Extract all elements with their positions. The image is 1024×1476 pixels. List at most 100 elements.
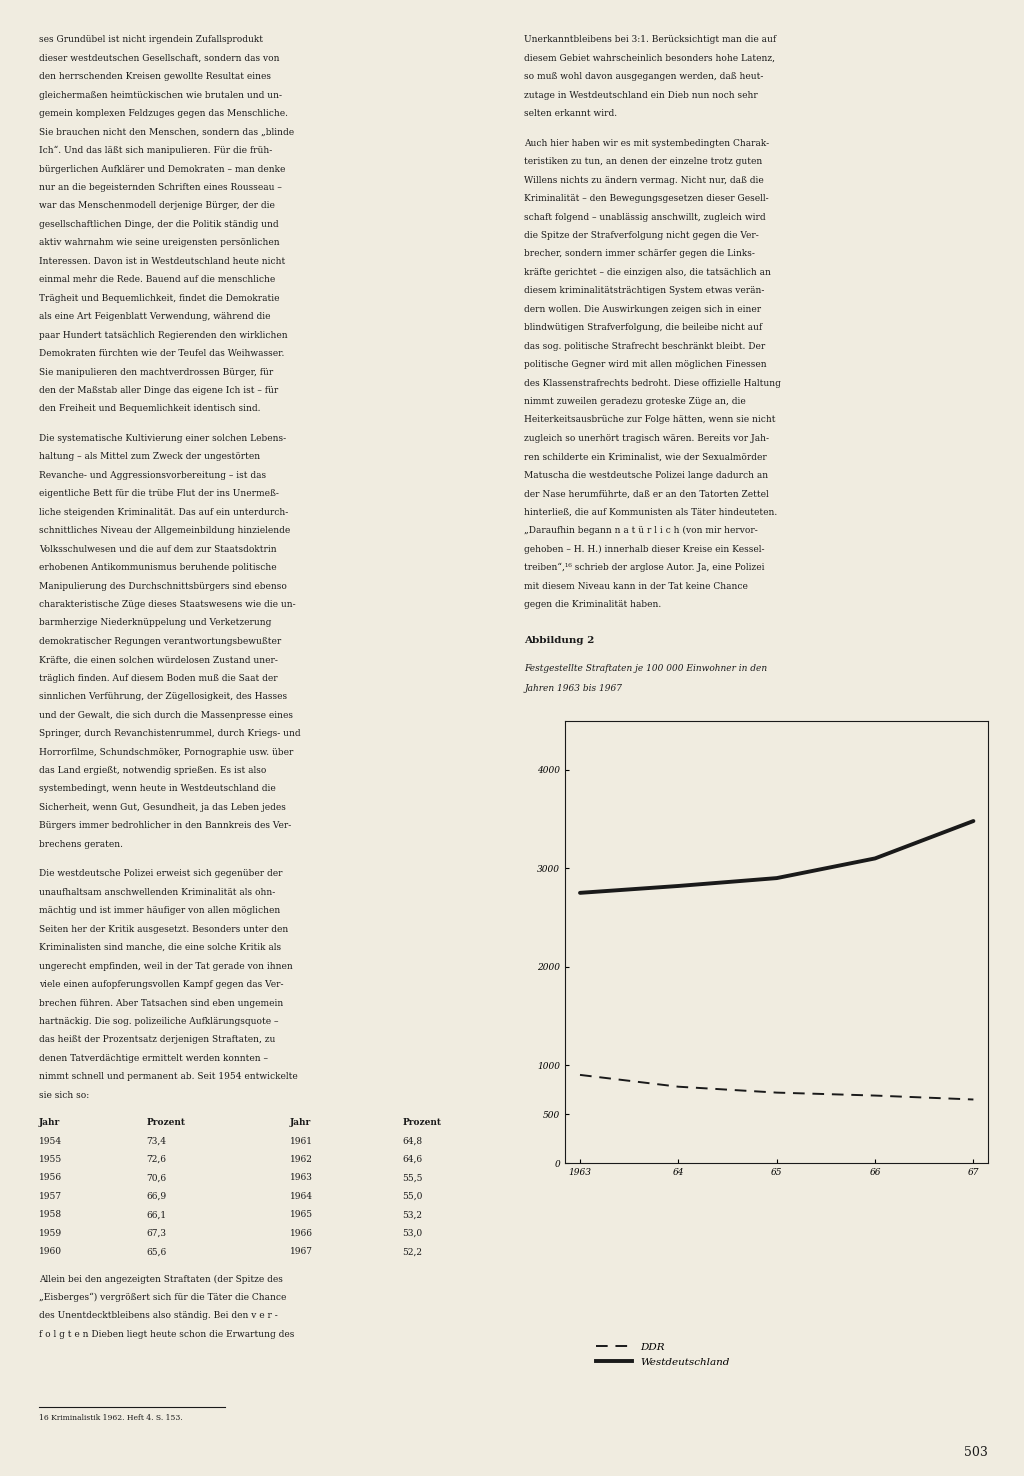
Text: 66,1: 66,1 [146,1210,167,1219]
Text: diesem kriminalitätsträchtigen System etwas verän-: diesem kriminalitätsträchtigen System et… [524,286,765,295]
Text: gehoben – H. H.) innerhalb dieser Kreise ein Kessel-: gehoben – H. H.) innerhalb dieser Kreise… [524,545,765,554]
Text: barmherzige Niederknüppelung und Verketzerung: barmherzige Niederknüppelung und Verketz… [39,618,271,627]
Text: 64,8: 64,8 [402,1137,423,1145]
Text: der Nase herumführte, daß er an den Tatorten Zettel: der Nase herumführte, daß er an den Tato… [524,489,769,499]
Text: den herrschenden Kreisen gewollte Resultat eines: den herrschenden Kreisen gewollte Result… [39,72,271,81]
Text: brechens geraten.: brechens geraten. [39,840,123,849]
Text: 1965: 1965 [290,1210,313,1219]
Text: Jahr: Jahr [39,1117,60,1128]
Text: f o l g t e n Dieben liegt heute schon die Erwartung des: f o l g t e n Dieben liegt heute schon d… [39,1330,294,1339]
Text: dieser westdeutschen Gesellschaft, sondern das von: dieser westdeutschen Gesellschaft, sonde… [39,53,280,63]
Text: Abbildung 2: Abbildung 2 [524,636,595,645]
Text: Demokraten fürchten wie der Teufel das Weihwasser.: Demokraten fürchten wie der Teufel das W… [39,348,285,359]
Text: Volksschulwesen und die auf dem zur Staatsdoktrin: Volksschulwesen und die auf dem zur Staa… [39,545,276,554]
Text: 64,6: 64,6 [402,1154,423,1165]
Text: mächtig und ist immer häufiger von allen möglichen: mächtig und ist immer häufiger von allen… [39,906,281,915]
Text: Matuscha die westdeutsche Polizei lange dadurch an: Matuscha die westdeutsche Polizei lange … [524,471,768,480]
Text: aktiv wahrnahm wie seine ureigensten persönlichen: aktiv wahrnahm wie seine ureigensten per… [39,238,280,248]
Text: 67,3: 67,3 [146,1228,167,1238]
Text: ses Grundübel ist nicht irgendein Zufallsprodukt: ses Grundübel ist nicht irgendein Zufall… [39,35,263,44]
Text: Unerkanntbleibens bei 3:1. Berücksichtigt man die auf: Unerkanntbleibens bei 3:1. Berücksichtig… [524,35,776,44]
Text: 65,6: 65,6 [146,1247,167,1256]
Text: nur an die begeisternden Schriften eines Rousseau –: nur an die begeisternden Schriften eines… [39,183,282,192]
Text: haltung – als Mittel zum Zweck der ungestörten: haltung – als Mittel zum Zweck der unges… [39,452,260,462]
Text: demokratischer Regungen verantwortungsbewußter: demokratischer Regungen verantwortungsbe… [39,636,282,646]
Text: charakteristische Züge dieses Staatswesens wie die un-: charakteristische Züge dieses Staatswese… [39,599,296,610]
Text: paar Hundert tatsächlich Regierenden den wirklichen: paar Hundert tatsächlich Regierenden den… [39,331,288,339]
Text: ren schilderte ein Kriminalist, wie der Sexualmörder: ren schilderte ein Kriminalist, wie der … [524,452,767,462]
Text: 1959: 1959 [39,1228,62,1238]
Text: Trägheit und Bequemlichkeit, findet die Demokratie: Trägheit und Bequemlichkeit, findet die … [39,294,280,303]
Text: kräfte gerichtet – die einzigen also, die tatsächlich an: kräfte gerichtet – die einzigen also, di… [524,267,771,277]
Text: „Daraufhin begann n a t ü r l i c h (von mir hervor-: „Daraufhin begann n a t ü r l i c h (von… [524,525,758,536]
Text: hinterließ, die auf Kommunisten als Täter hindeuteten.: hinterließ, die auf Kommunisten als Täte… [524,508,777,517]
Text: Springer, durch Revanchistenrummel, durch Kriegs- und: Springer, durch Revanchistenrummel, durc… [39,729,300,738]
Text: ungerecht empfinden, weil in der Tat gerade von ihnen: ungerecht empfinden, weil in der Tat ger… [39,961,293,971]
Text: nimmt zuweilen geradezu groteske Züge an, die: nimmt zuweilen geradezu groteske Züge an… [524,397,746,406]
Text: 66,9: 66,9 [146,1191,167,1201]
Legend: DDR, Westdeutschland: DDR, Westdeutschland [592,1339,734,1371]
Text: 1960: 1960 [39,1247,61,1256]
Text: Die westdeutsche Polizei erweist sich gegenüber der: Die westdeutsche Polizei erweist sich ge… [39,869,283,878]
Text: 1957: 1957 [39,1191,62,1201]
Text: Seiten her der Kritik ausgesetzt. Besonders unter den: Seiten her der Kritik ausgesetzt. Besond… [39,924,288,934]
Text: 16 Kriminalistik 1962. Heft 4. S. 153.: 16 Kriminalistik 1962. Heft 4. S. 153. [39,1414,182,1421]
Text: Allein bei den angezeigten Straftaten (der Spitze des: Allein bei den angezeigten Straftaten (d… [39,1274,283,1284]
Text: brecher, sondern immer schärfer gegen die Links-: brecher, sondern immer schärfer gegen di… [524,249,755,258]
Text: die Spitze der Strafverfolgung nicht gegen die Ver-: die Spitze der Strafverfolgung nicht geg… [524,230,759,241]
Text: 1967: 1967 [290,1247,312,1256]
Text: Auch hier haben wir es mit systembedingten Charak-: Auch hier haben wir es mit systembedingt… [524,139,769,148]
Text: Kräfte, die einen solchen würdelosen Zustand uner-: Kräfte, die einen solchen würdelosen Zus… [39,655,278,664]
Text: Kriminalität – den Bewegungsgesetzen dieser Gesell-: Kriminalität – den Bewegungsgesetzen die… [524,193,769,204]
Text: als eine Art Feigenblatt Verwendung, während die: als eine Art Feigenblatt Verwendung, wäh… [39,311,270,322]
Text: Bürgers immer bedrohlicher in den Bannkreis des Ver-: Bürgers immer bedrohlicher in den Bannkr… [39,821,291,831]
Text: den der Maßstab aller Dinge das eigene Ich ist – für: den der Maßstab aller Dinge das eigene I… [39,385,279,396]
Text: und der Gewalt, die sich durch die Massenpresse eines: und der Gewalt, die sich durch die Masse… [39,710,293,720]
Text: gleichermaßen heimtückischen wie brutalen und un-: gleichermaßen heimtückischen wie brutale… [39,90,282,100]
Text: 72,6: 72,6 [146,1154,167,1165]
Text: Kriminalisten sind manche, die eine solche Kritik als: Kriminalisten sind manche, die eine solc… [39,943,281,952]
Text: 1961: 1961 [290,1137,312,1145]
Text: 55,5: 55,5 [402,1173,423,1182]
Text: Heiterkeitsausbrüche zur Folge hätten, wenn sie nicht: Heiterkeitsausbrüche zur Folge hätten, w… [524,415,776,425]
Text: 55,0: 55,0 [402,1191,423,1201]
Text: mit diesem Niveau kann in der Tat keine Chance: mit diesem Niveau kann in der Tat keine … [524,582,749,590]
Text: Prozent: Prozent [402,1117,441,1128]
Text: 503: 503 [965,1446,988,1460]
Text: zutage in Westdeutschland ein Dieb nun noch sehr: zutage in Westdeutschland ein Dieb nun n… [524,90,758,100]
Text: denen Tatverdächtige ermittelt werden konnten –: denen Tatverdächtige ermittelt werden ko… [39,1054,268,1063]
Text: systembedingt, wenn heute in Westdeutschland die: systembedingt, wenn heute in Westdeutsch… [39,784,275,794]
Text: Willens nichts zu ändern vermag. Nicht nur, daß die: Willens nichts zu ändern vermag. Nicht n… [524,176,764,184]
Text: Sie manipulieren den machtverdrossen Bürger, für: Sie manipulieren den machtverdrossen Bür… [39,368,273,376]
Text: 52,2: 52,2 [402,1247,423,1256]
Text: Revanche- und Aggressionsvorbereitung – ist das: Revanche- und Aggressionsvorbereitung – … [39,471,266,480]
Text: bürgerlichen Aufklärer und Demokraten – man denke: bürgerlichen Aufklärer und Demokraten – … [39,164,286,174]
Text: „Eisberges“) vergrößert sich für die Täter die Chance: „Eisberges“) vergrößert sich für die Tät… [39,1293,287,1302]
Text: 73,4: 73,4 [146,1137,167,1145]
Text: gesellschaftlichen Dinge, der die Politik ständig und: gesellschaftlichen Dinge, der die Politi… [39,220,279,229]
Text: 1962: 1962 [290,1154,312,1165]
Text: 1964: 1964 [290,1191,312,1201]
Text: liche steigenden Kriminalität. Das auf ein unterdurch-: liche steigenden Kriminalität. Das auf e… [39,508,288,517]
Text: 1963: 1963 [290,1173,312,1182]
Text: Horrorfilme, Schundschmöker, Pornographie usw. über: Horrorfilme, Schundschmöker, Pornographi… [39,747,293,757]
Text: treiben“,¹⁶ schrieb der arglose Autor. Ja, eine Polizei: treiben“,¹⁶ schrieb der arglose Autor. J… [524,562,765,573]
Text: sinnlichen Verführung, der Zügellosigkeit, des Hasses: sinnlichen Verführung, der Zügellosigkei… [39,692,287,701]
Text: teristiken zu tun, an denen der einzelne trotz guten: teristiken zu tun, an denen der einzelne… [524,156,763,167]
Text: 1954: 1954 [39,1137,62,1145]
Text: träglich finden. Auf diesem Boden muß die Saat der: träglich finden. Auf diesem Boden muß di… [39,673,278,683]
Text: Prozent: Prozent [146,1117,185,1128]
Text: schnittliches Niveau der Allgemeinbildung hinzielende: schnittliches Niveau der Allgemeinbildun… [39,525,290,536]
Text: des Klassenstrafrechts bedroht. Diese offizielle Haltung: des Klassenstrafrechts bedroht. Diese of… [524,378,781,388]
Text: 53,2: 53,2 [402,1210,423,1219]
Text: 1958: 1958 [39,1210,62,1219]
Text: 1956: 1956 [39,1173,62,1182]
Text: Interessen. Davon ist in Westdeutschland heute nicht: Interessen. Davon ist in Westdeutschland… [39,257,285,266]
Text: politische Gegner wird mit allen möglichen Finessen: politische Gegner wird mit allen möglich… [524,360,767,369]
Text: unaufhaltsam anschwellenden Kriminalität als ohn-: unaufhaltsam anschwellenden Kriminalität… [39,887,275,897]
Text: brechen führen. Aber Tatsachen sind eben ungemein: brechen führen. Aber Tatsachen sind eben… [39,998,284,1008]
Text: einmal mehr die Rede. Bauend auf die menschliche: einmal mehr die Rede. Bauend auf die men… [39,275,275,285]
Text: Ich“. Und das läßt sich manipulieren. Für die früh-: Ich“. Und das läßt sich manipulieren. Fü… [39,146,272,155]
Text: Sicherheit, wenn Gut, Gesundheit, ja das Leben jedes: Sicherheit, wenn Gut, Gesundheit, ja das… [39,803,286,812]
Text: Sie brauchen nicht den Menschen, sondern das „blinde: Sie brauchen nicht den Menschen, sondern… [39,127,294,137]
